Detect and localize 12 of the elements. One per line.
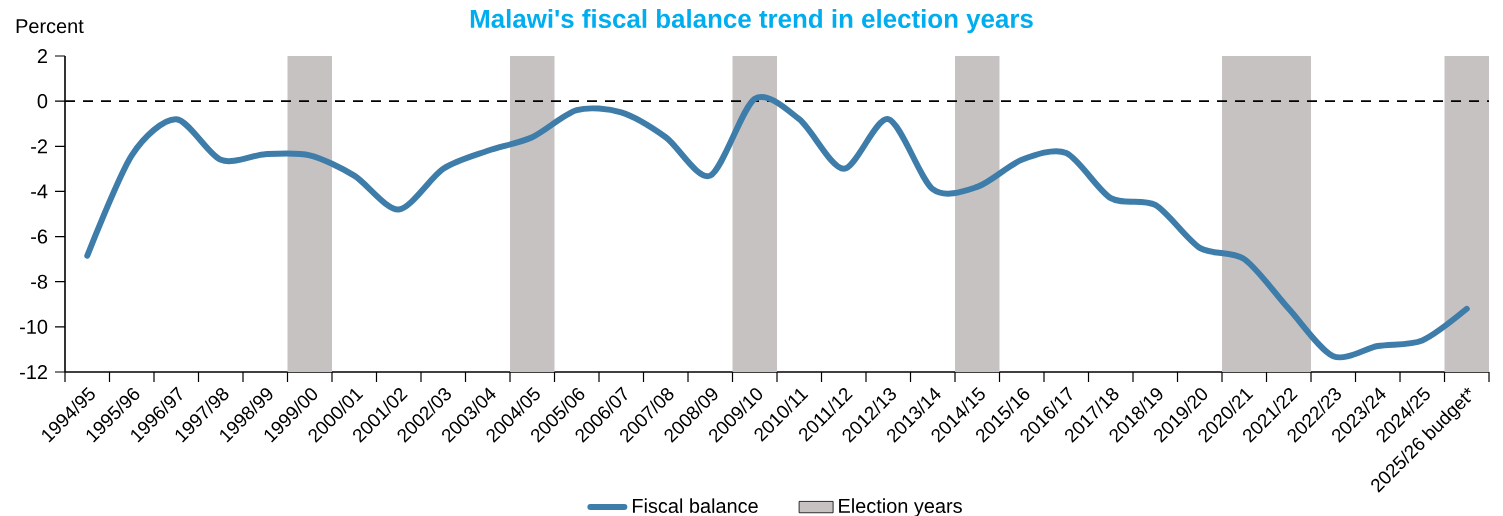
legend-label: Fiscal balance bbox=[632, 498, 758, 513]
y-tick-label: -10 bbox=[20, 319, 48, 334]
y-tick-label: -6 bbox=[31, 229, 48, 244]
y-tick-label: -8 bbox=[31, 274, 48, 289]
y-tick-label: -2 bbox=[31, 139, 47, 154]
legend-label: Election years bbox=[839, 498, 962, 516]
y-tick-label: 0 bbox=[37, 94, 48, 109]
y-tick-label: -12 bbox=[20, 365, 47, 379]
chart-title: Malawi's fiscal balance trend in election years bbox=[470, 9, 1033, 34]
y-tick-label: 2 bbox=[37, 49, 47, 63]
y-tick-label: -4 bbox=[31, 184, 48, 199]
y-axis-title: Percent bbox=[16, 19, 84, 34]
